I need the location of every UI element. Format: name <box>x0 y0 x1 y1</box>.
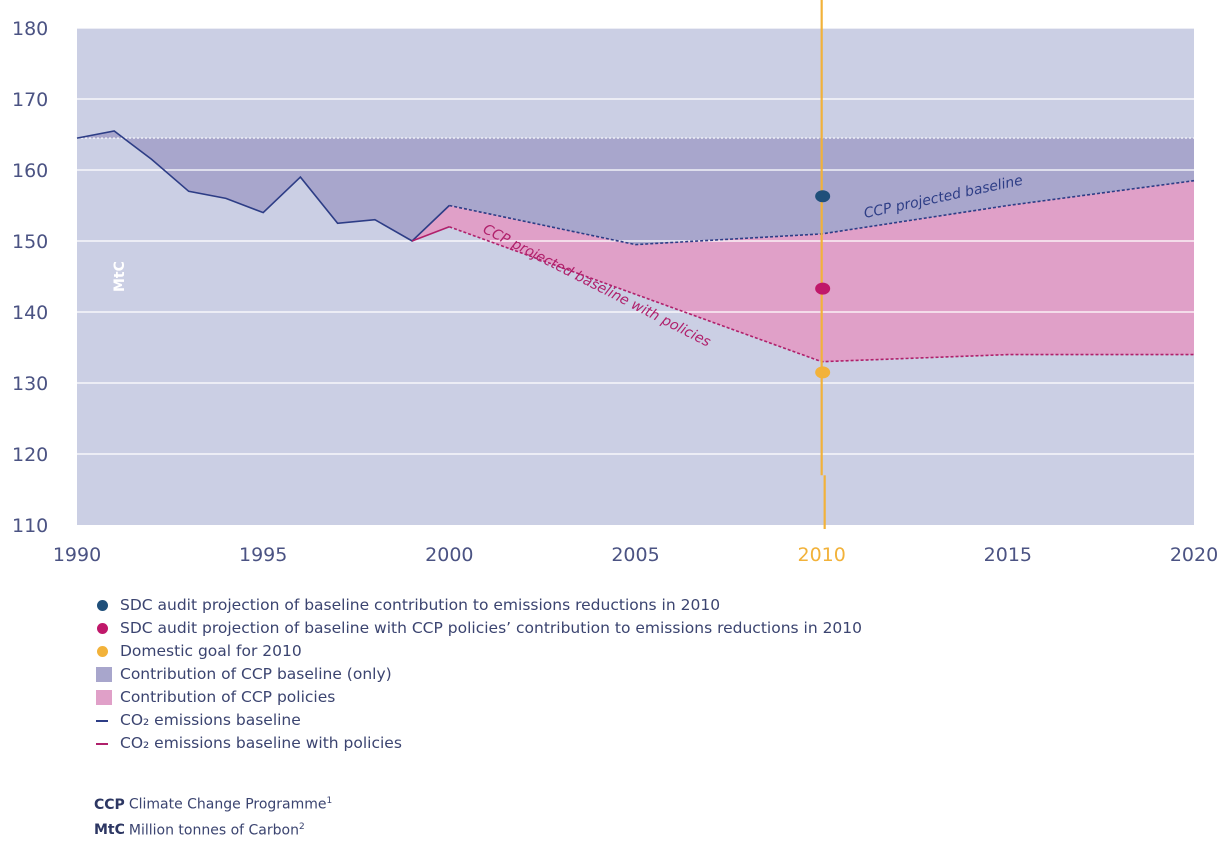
x-tick-2000: 2000 <box>425 544 473 566</box>
x-tick-1995: 1995 <box>239 544 287 566</box>
y-tick-120: 120 <box>12 444 48 466</box>
axis-ticks: 110 120 130 140 150 160 170 180 1990 1995 2000 2005… <box>12 18 1218 566</box>
legend-item: Contribution of CCP baseline (only) <box>94 663 862 686</box>
series-line-co2-emissions-baseline-with-policies <box>411 226 450 242</box>
legend-item: SDC audit projection of baseline with CC… <box>94 617 862 640</box>
series-line-co2-emissions-baseline <box>76 130 450 242</box>
legend-item: Domestic goal for 2010 <box>94 640 862 663</box>
legend-dot-icon <box>94 640 120 663</box>
legend-label: Domestic goal for 2010 <box>120 642 302 660</box>
projection-point-2 <box>815 282 831 295</box>
y-axis-label: MtC <box>112 261 128 292</box>
y-tick-110: 110 <box>12 515 48 537</box>
x-tick-2010: 2010 <box>797 544 845 566</box>
baseline-contribution-area <box>77 131 1194 245</box>
x-tick-2005: 2005 <box>611 544 659 566</box>
x-tick-2015: 2015 <box>984 544 1032 566</box>
legend-item: CO₂ emissions baseline <box>94 709 862 732</box>
legend-item: CO₂ emissions baseline with policies <box>94 732 862 755</box>
legend-dot-icon <box>94 617 120 640</box>
y-tick-180: 180 <box>12 18 48 40</box>
footnote-marker: 2 <box>298 821 305 832</box>
abbreviation-notes: CCP Climate Change Programme1 MtC Million t… <box>94 790 332 841</box>
policies-contribution-area <box>412 180 1195 362</box>
legend-label: Contribution of CCP policies <box>120 688 336 706</box>
legend-item: SDC audit projection of baseline contrib… <box>94 594 862 617</box>
legend-label: CO₂ emissions baseline <box>120 711 301 729</box>
abbreviation-note: MtC Million tonnes of Carbon2 <box>94 816 332 841</box>
legend-label: CO₂ emissions baseline with policies <box>120 734 402 752</box>
x-tick-1990: 1990 <box>53 544 101 566</box>
y-tick-160: 160 <box>12 160 48 182</box>
legend-label: SDC audit projection of baseline contrib… <box>120 596 721 614</box>
y-tick-170: 170 <box>12 89 48 111</box>
projection-point-3 <box>815 366 831 379</box>
legend-line-icon <box>94 732 120 755</box>
abbreviation-note: CCP Climate Change Programme1 <box>94 790 332 816</box>
legend-item: Contribution of CCP policies <box>94 686 862 709</box>
legend-label: SDC audit projection of baseline with CC… <box>120 619 863 637</box>
abbreviation-meaning: Climate Change Programme <box>128 796 327 813</box>
footnote-marker: 1 <box>326 796 333 806</box>
gridlines <box>77 27 1194 455</box>
legend-line-icon <box>94 709 120 732</box>
legend: SDC audit projection of baseline contrib… <box>94 594 862 755</box>
y-tick-130: 130 <box>12 373 48 395</box>
projection-points <box>815 190 831 379</box>
legend-label: Contribution of CCP baseline (only) <box>120 665 392 683</box>
legend-swatch-icon <box>94 686 120 709</box>
y-tick-140: 140 <box>12 302 48 324</box>
y-tick-150: 150 <box>12 231 48 253</box>
abbreviation: MtC <box>94 822 125 839</box>
legend-dot-icon <box>94 594 120 617</box>
projection-point-1 <box>815 190 831 203</box>
abbreviation: CCP <box>94 796 125 813</box>
abbreviation-meaning: Million tonnes of Carbon <box>128 822 299 839</box>
legend-swatch-icon <box>94 663 120 686</box>
x-tick-2020: 2020 <box>1170 544 1218 566</box>
